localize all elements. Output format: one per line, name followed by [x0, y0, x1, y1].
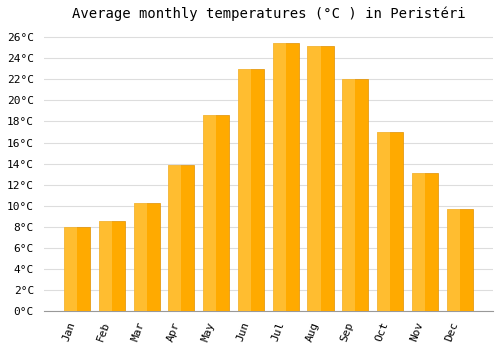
Bar [446, 209, 460, 311]
Bar [377, 132, 390, 311]
Bar [412, 173, 438, 311]
Bar [342, 79, 368, 311]
Bar [272, 43, 299, 311]
Bar [64, 227, 90, 311]
Bar [134, 203, 160, 311]
Bar [412, 173, 425, 311]
Bar [203, 115, 216, 311]
Bar [168, 164, 194, 311]
Bar [377, 132, 403, 311]
Bar [203, 115, 229, 311]
Bar [99, 222, 112, 311]
Bar [134, 203, 146, 311]
Bar [308, 46, 320, 311]
Bar [168, 164, 181, 311]
Bar [64, 227, 77, 311]
Bar [342, 79, 355, 311]
Bar [446, 209, 472, 311]
Bar [238, 69, 264, 311]
Bar [99, 222, 125, 311]
Bar [272, 43, 285, 311]
Bar [238, 69, 251, 311]
Title: Average monthly temperatures (°C ) in Peristéri: Average monthly temperatures (°C ) in Pe… [72, 7, 465, 21]
Bar [308, 46, 334, 311]
